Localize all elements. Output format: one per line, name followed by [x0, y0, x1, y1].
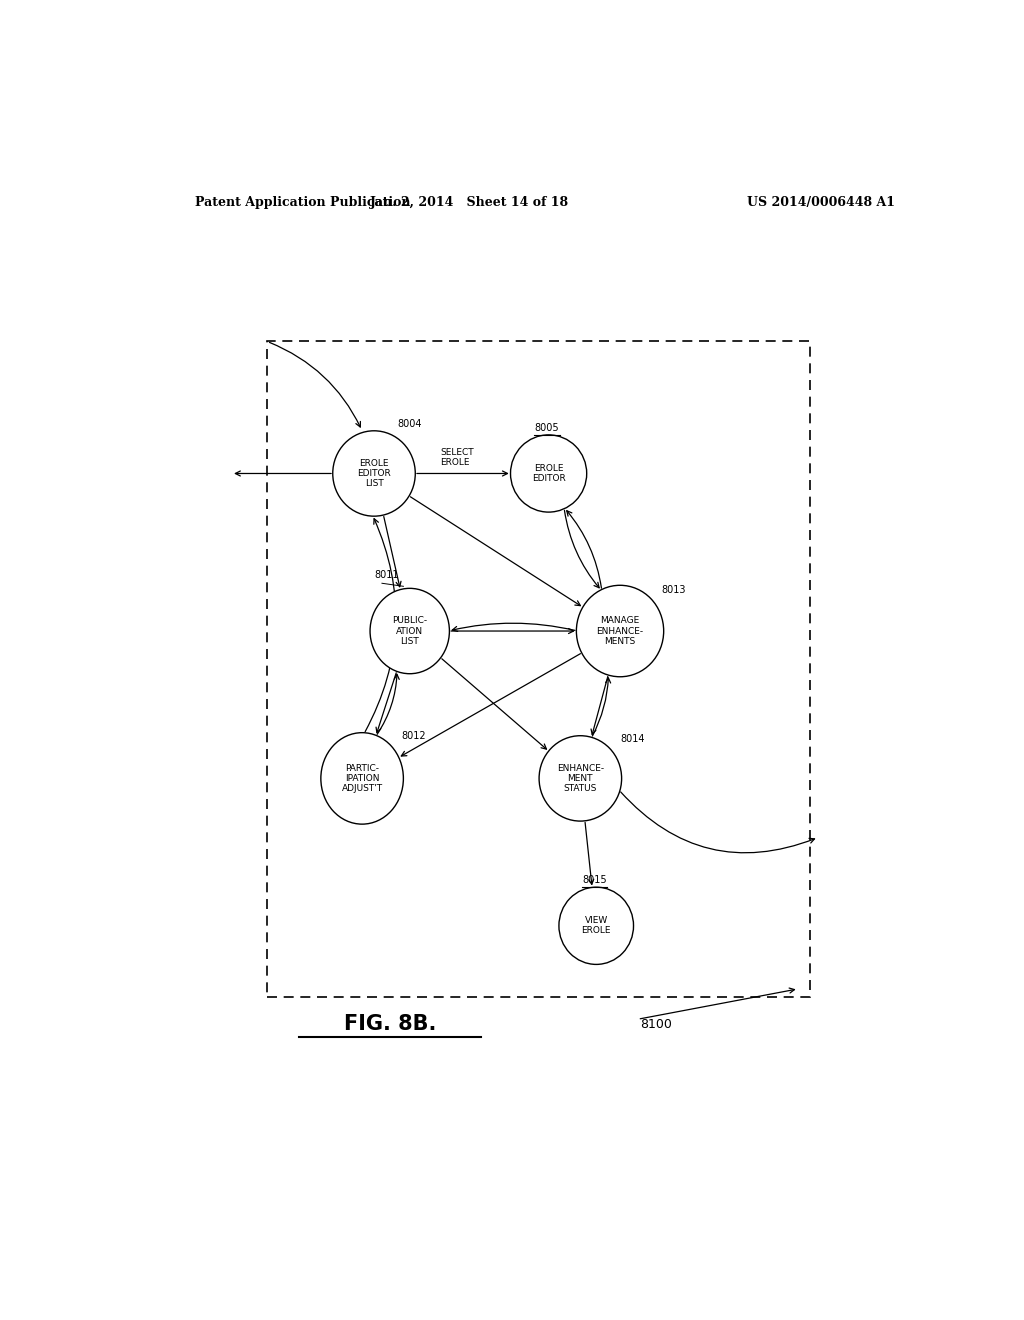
Ellipse shape: [539, 735, 622, 821]
Text: 8012: 8012: [401, 731, 426, 741]
Text: Jan. 2, 2014   Sheet 14 of 18: Jan. 2, 2014 Sheet 14 of 18: [370, 195, 568, 209]
Ellipse shape: [511, 434, 587, 512]
Ellipse shape: [321, 733, 403, 824]
Text: MANAGE
ENHANCE-
MENTS: MANAGE ENHANCE- MENTS: [596, 616, 644, 645]
Text: PARTIC-
IPATION
ADJUST'T: PARTIC- IPATION ADJUST'T: [342, 763, 383, 793]
Text: VIEW
EROLE: VIEW EROLE: [582, 916, 611, 936]
Text: PUBLIC-
ATION
LIST: PUBLIC- ATION LIST: [392, 616, 427, 645]
Text: 8014: 8014: [620, 734, 644, 744]
Text: EROLE
EDITOR: EROLE EDITOR: [531, 463, 565, 483]
Text: 8100: 8100: [640, 1018, 672, 1031]
Text: Patent Application Publication: Patent Application Publication: [196, 195, 411, 209]
Ellipse shape: [333, 430, 416, 516]
Text: FIG. 8B.: FIG. 8B.: [344, 1014, 436, 1035]
Text: SELECT
EROLE: SELECT EROLE: [440, 447, 473, 467]
Text: EROLE
EDITOR
LIST: EROLE EDITOR LIST: [357, 458, 391, 488]
Text: 8005: 8005: [535, 422, 559, 433]
Ellipse shape: [559, 887, 634, 965]
Ellipse shape: [577, 585, 664, 677]
Text: 8015: 8015: [582, 875, 606, 886]
Text: ENHANCE-
MENT
STATUS: ENHANCE- MENT STATUS: [557, 763, 604, 793]
Text: 8013: 8013: [662, 586, 686, 595]
Text: 8011: 8011: [374, 570, 398, 581]
Ellipse shape: [370, 589, 450, 673]
Text: US 2014/0006448 A1: US 2014/0006448 A1: [748, 195, 895, 209]
Text: 8004: 8004: [397, 418, 422, 429]
